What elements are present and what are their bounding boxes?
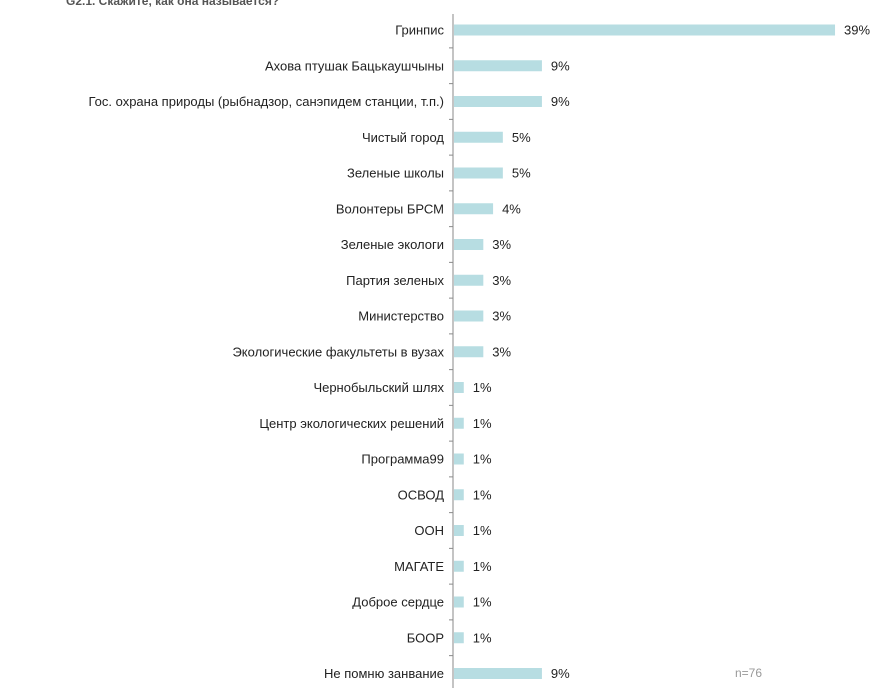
value-label: 1% xyxy=(473,630,492,645)
value-label: 9% xyxy=(551,666,570,681)
bar xyxy=(454,560,464,572)
category-label: Гринпис xyxy=(395,23,444,38)
bar xyxy=(454,525,464,536)
bar xyxy=(454,24,836,36)
value-label: 3% xyxy=(492,309,511,324)
value-label: 9% xyxy=(551,58,570,73)
category-label: Партия зеленых xyxy=(346,273,444,288)
category-label: Экологические факультеты в вузах xyxy=(232,344,444,359)
value-label: 5% xyxy=(512,166,531,181)
value-label: 1% xyxy=(473,559,492,574)
category-label: Волонтеры БРСМ xyxy=(336,201,444,216)
value-label: 5% xyxy=(512,130,531,145)
category-label: Гос. охрана природы (рыбнадзор, санэпиде… xyxy=(88,94,444,109)
category-label: Министерство xyxy=(358,309,444,324)
value-label: 1% xyxy=(473,452,492,467)
value-label: 1% xyxy=(473,487,492,502)
category-label: ООН xyxy=(414,523,444,538)
bar xyxy=(454,417,464,429)
bar xyxy=(454,239,484,250)
bar xyxy=(454,60,542,72)
bar xyxy=(454,131,503,143)
category-label: Зеленые школы xyxy=(347,166,444,181)
bar xyxy=(454,596,464,608)
bar xyxy=(454,382,464,393)
bar xyxy=(454,167,503,179)
value-label: 1% xyxy=(473,523,492,538)
category-label: БООР xyxy=(407,630,444,645)
category-label: МАГАТЕ xyxy=(394,559,444,574)
bar xyxy=(454,203,494,215)
category-label: Чистый город xyxy=(362,130,444,145)
category-label: Ахова птушак Бацькаушчыны xyxy=(265,58,444,73)
category-label: Центр экологических решений xyxy=(259,416,444,431)
bar xyxy=(454,453,464,465)
value-label: 3% xyxy=(492,237,511,252)
category-label: Чернобыльский шлях xyxy=(313,380,444,395)
value-label: 4% xyxy=(502,201,521,216)
category-label: Не помню занвание xyxy=(324,666,444,681)
sample-size-note: n=76 xyxy=(735,666,763,680)
value-label: 3% xyxy=(492,273,511,288)
value-label: 1% xyxy=(473,416,492,431)
bar xyxy=(454,489,464,501)
value-label: 39% xyxy=(844,23,870,38)
bar xyxy=(454,274,484,286)
bar xyxy=(454,632,464,644)
chart-title: G2.1. Скажите, как она называется? xyxy=(66,0,280,8)
category-label: Программа99 xyxy=(361,452,444,467)
bar xyxy=(454,668,542,679)
category-label: ОСВОД xyxy=(398,487,445,502)
value-label: 9% xyxy=(551,94,570,109)
value-label: 1% xyxy=(473,595,492,610)
value-label: 3% xyxy=(492,344,511,359)
category-label: Зеленые экологи xyxy=(341,237,444,252)
category-label: Доброе сердце xyxy=(352,595,444,610)
bar xyxy=(454,346,484,358)
value-label: 1% xyxy=(473,380,492,395)
bar xyxy=(454,96,542,107)
bar xyxy=(454,310,484,322)
